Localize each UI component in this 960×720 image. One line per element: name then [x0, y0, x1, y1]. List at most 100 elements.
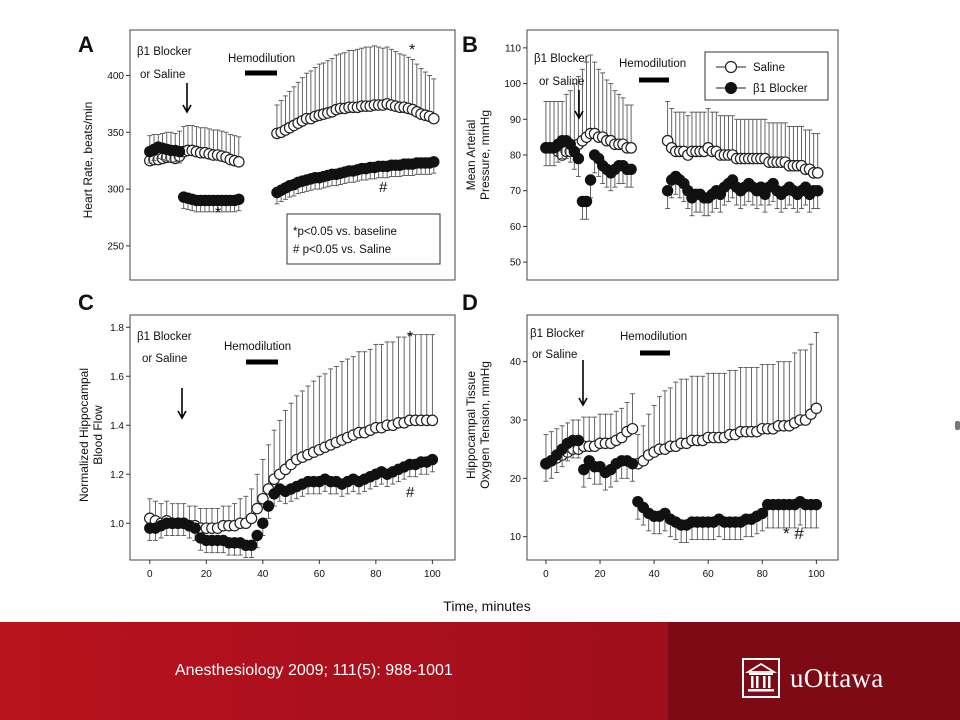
footer-band: Anesthesiology 2009; 111(5): 988-1001 — [0, 622, 960, 720]
significance-legend-line: *p<0.05 vs. baseline — [293, 226, 397, 238]
significance-legend-line: # p<0.05 vs. Saline — [293, 244, 391, 256]
panel-frame — [526, 314, 839, 561]
panel-letter-a: A — [78, 32, 94, 57]
series-saline — [540, 332, 823, 470]
annotation-hemodilution: Hemodilution — [620, 331, 687, 343]
arrow-down-icon — [578, 397, 588, 407]
blocker-point — [173, 145, 186, 158]
annotation-blocker: β1 Blocker — [137, 46, 192, 58]
blocker-point — [245, 539, 258, 551]
y-tick-label: 1.4 — [110, 421, 124, 432]
panel-D: D 10 20 30 40 0 20 40 60 80 100 Hippocampal Tissue O… — [462, 290, 839, 580]
blocker-point — [426, 453, 439, 466]
x-tick-label: 40 — [257, 569, 269, 580]
x-tick-label: 60 — [703, 569, 715, 580]
x-axis-label-time: Time, minutes — [443, 598, 530, 614]
legend-blocker-label: β1 Blocker — [753, 83, 808, 95]
x-tick-label: 60 — [314, 569, 326, 580]
panel-frame — [129, 29, 456, 281]
legend-saline-label: Saline — [753, 62, 785, 74]
blocker-point — [661, 185, 674, 197]
y-axis-label: Hippocampal Tissue — [464, 371, 478, 479]
blocker-point — [233, 193, 245, 206]
blocker-point — [626, 458, 639, 470]
blocker-point — [812, 185, 824, 197]
saline-point — [626, 422, 639, 435]
citation-text: Anesthesiology 2009; 111(5): 988-1001 — [175, 662, 453, 679]
blocker-point — [572, 434, 585, 447]
hemodilution-bar — [640, 350, 670, 356]
panel-letter-b: B — [462, 32, 478, 57]
significance-star-hash: * # — [783, 524, 804, 543]
panel-C: C 1.0 1.2 1.4 1.6 1.8 0 20 40 60 80 100 Normalized H… — [77, 290, 456, 580]
significance-hash: # — [406, 484, 415, 501]
arrow-down-icon — [574, 110, 584, 120]
saline-point — [810, 402, 823, 415]
x-tick-label: 100 — [808, 569, 825, 580]
y-axis-label: Oxygen Tension, mmHg — [478, 361, 492, 489]
annotation-hemodilution: Hemodilution — [228, 53, 295, 65]
y-tick-label: 70 — [510, 186, 522, 197]
saline-point — [428, 112, 440, 125]
saline-point — [251, 502, 263, 515]
y-tick-label: 40 — [510, 357, 522, 368]
logo-wordmark: uOttawa — [790, 662, 884, 693]
y-tick-label: 350 — [107, 128, 124, 139]
arrow-down-icon — [182, 104, 192, 114]
hemodilution-bar — [246, 359, 278, 365]
legend-blocker-marker — [725, 82, 737, 94]
x-tick-label: 40 — [649, 569, 661, 580]
saline-point — [625, 142, 637, 154]
y-tick-label: 90 — [510, 115, 522, 126]
saline-point — [245, 512, 258, 525]
annotation-or-saline: or Saline — [532, 349, 577, 361]
x-tick-label: 20 — [594, 569, 606, 580]
blocker-point — [625, 163, 637, 175]
blocker-point — [262, 500, 275, 512]
footer-logo-area — [668, 622, 960, 720]
blocker-point — [580, 195, 593, 208]
x-tick-label: 0 — [543, 569, 549, 580]
university-building-icon — [742, 658, 780, 698]
saline-point — [811, 167, 824, 179]
annotation-hemodilution: Hemodilution — [619, 58, 686, 70]
panel-A: A 250 300 350 400 Heart Rate, beats/min β1 Blo… — [78, 29, 456, 281]
x-tick-label: 80 — [370, 569, 382, 580]
significance-star: * — [215, 205, 221, 222]
y-axis-label: Mean Arterial — [464, 120, 478, 191]
significance-legend-box — [286, 213, 441, 265]
series-blocker — [144, 453, 439, 558]
blocker-point — [251, 529, 263, 542]
y-axis-label: Normalized Hippocampal — [77, 368, 91, 502]
y-tick-label: 250 — [107, 241, 124, 252]
blocker-point — [578, 463, 590, 476]
y-tick-label: 50 — [510, 258, 522, 269]
y-tick-label: 10 — [510, 532, 522, 543]
y-tick-label: 1.6 — [110, 372, 124, 383]
y-tick-label: 1.2 — [110, 470, 124, 481]
annotation-or-saline: or Saline — [539, 76, 584, 88]
significance-star: * — [407, 329, 413, 346]
panel-B: B 50 60 70 80 90 100 110 Mean Arterial Pressure, … — [462, 29, 839, 281]
annotation-blocker: β1 Blocker — [534, 53, 589, 65]
panel-letter-c: C — [78, 290, 94, 315]
series-blocker — [540, 135, 824, 220]
y-tick-label: 300 — [107, 185, 124, 196]
blocker-point — [810, 498, 823, 511]
hemodilution-bar — [639, 77, 669, 83]
uottawa-logo: uOttawa — [742, 658, 884, 698]
slide-edge-mark — [955, 421, 960, 430]
series-saline — [143, 45, 440, 168]
y-tick-label: 80 — [510, 151, 522, 162]
y-tick-label: 400 — [107, 71, 124, 82]
significance-hash: # — [379, 179, 388, 196]
y-tick-label: 1.0 — [110, 519, 124, 530]
blocker-point — [572, 152, 585, 165]
y-tick-label: 20 — [510, 474, 522, 485]
series-saline — [143, 334, 439, 534]
legend-box — [704, 51, 829, 101]
blocker-point — [428, 156, 440, 168]
series-blocker — [144, 141, 440, 213]
blocker-point — [189, 522, 201, 534]
